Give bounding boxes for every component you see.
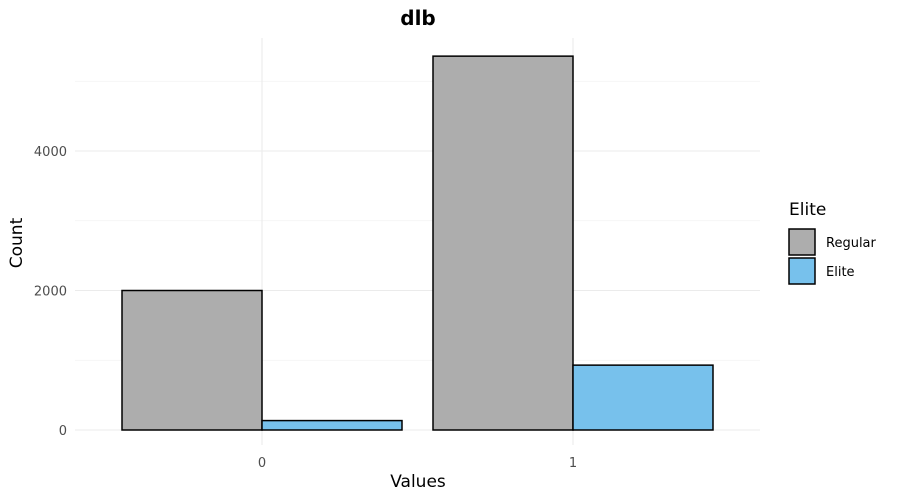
legend: Elite Regular Elite [788, 200, 877, 285]
x-axis-title: Values [390, 472, 446, 492]
legend-label-elite: Elite [826, 265, 855, 280]
legend-items: Regular Elite [788, 228, 877, 285]
x-tick-label: 1 [569, 456, 577, 471]
bar-regular-0 [121, 289, 263, 431]
y-tick-label: 4000 [34, 145, 67, 160]
legend-label-regular: Regular [826, 236, 877, 251]
y-axis-title: Count [7, 217, 27, 268]
x-tick-label: 0 [258, 456, 266, 471]
legend-key-regular [788, 228, 816, 256]
y-tick-label: 2000 [34, 285, 67, 300]
y-axis-ticks: 0 2000 4000 [34, 145, 67, 439]
bars [121, 55, 714, 431]
y-tick-label: 0 [59, 424, 67, 439]
bar-elite-0 [261, 419, 403, 431]
chart-title: dlb [400, 6, 436, 30]
legend-key-elite [788, 257, 816, 285]
legend-title: Elite [789, 200, 826, 220]
bar-regular-1 [432, 55, 574, 431]
bar-elite-1 [572, 364, 714, 431]
